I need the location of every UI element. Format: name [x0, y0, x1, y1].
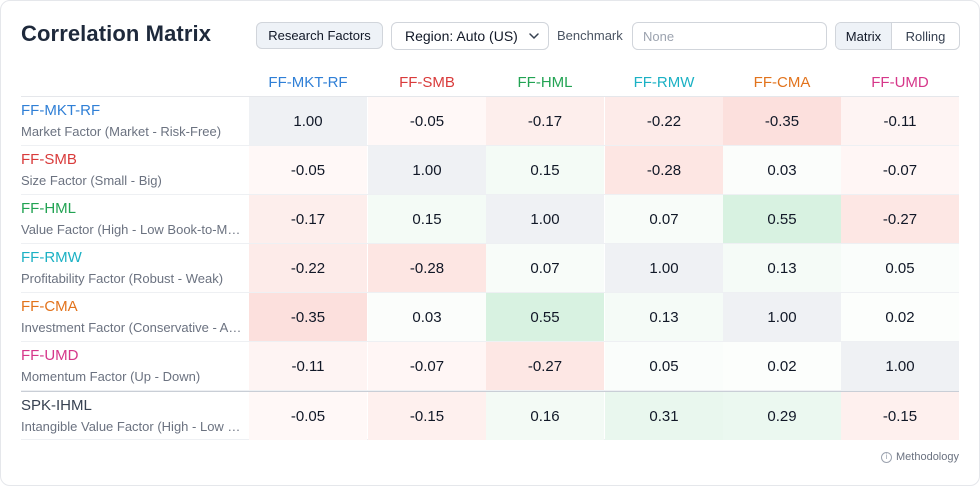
matrix-cell[interactable]: -0.05 — [368, 97, 486, 145]
matrix-cell[interactable]: 0.16 — [486, 392, 604, 440]
matrix-cell[interactable]: 0.05 — [605, 342, 723, 390]
matrix-cell[interactable]: 0.55 — [723, 195, 841, 243]
column-header-ff-mkt-rf: FF-MKT-RF — [268, 73, 348, 91]
matrix-cell[interactable]: -0.05 — [249, 392, 367, 440]
column-header-ff-cma: FF-CMA — [753, 73, 811, 91]
matrix-cell[interactable]: 0.07 — [486, 244, 604, 292]
matrix-cell[interactable]: 0.15 — [486, 146, 604, 194]
row-code: FF-RMW — [21, 249, 82, 266]
row-label: FF-MKT-RF Market Factor (Market - Risk-Fr… — [21, 102, 249, 140]
matrix-cell[interactable]: -0.05 — [249, 146, 367, 194]
row-description: Intangible Value Factor (High - Low Inta… — [21, 419, 243, 434]
row-label: FF-UMD Momentum Factor (Up - Down) — [21, 347, 249, 385]
matrix-rows: FF-MKT-RF Market Factor (Market - Risk-Fr… — [21, 97, 959, 440]
region-select[interactable]: Region: Auto (US) — [391, 22, 549, 50]
row-code: SPK-IHML — [21, 397, 92, 414]
table-row: FF-UMD Momentum Factor (Up - Down) -0.11 -0… — [21, 342, 959, 391]
matrix-cell[interactable]: -0.22 — [605, 97, 723, 145]
column-header-ff-rmw: FF-RMW — [633, 73, 695, 91]
methodology-link[interactable]: i Methodology — [881, 451, 959, 463]
benchmark-label: Benchmark — [557, 28, 623, 43]
rolling-view-button[interactable]: Rolling — [905, 28, 946, 44]
matrix-cell[interactable]: 1.00 — [368, 146, 486, 194]
matrix-cell[interactable]: 1.00 — [486, 195, 604, 243]
matrix-view-button[interactable]: Matrix — [836, 23, 892, 49]
matrix-cell[interactable]: 1.00 — [605, 244, 723, 292]
row-description: Momentum Factor (Up - Down) — [21, 369, 201, 384]
view-toggle: Matrix Rolling — [835, 22, 960, 50]
column-headers: FF-MKT-RF FF-SMB FF-HML FF-RMW FF-CMA FF-UMD — [249, 67, 959, 97]
row-description: Profitability Factor (Robust - Weak) — [21, 271, 224, 286]
row-description: Size Factor (Small - Big) — [21, 173, 162, 188]
row-code: FF-SMB — [21, 151, 77, 168]
methodology-label: Methodology — [896, 451, 959, 463]
header-bar: Correlation Matrix Research Factors Regi… — [21, 19, 960, 53]
matrix-cell[interactable]: -0.35 — [723, 97, 841, 145]
matrix-cell[interactable]: 0.02 — [841, 293, 959, 341]
row-code: FF-MKT-RF — [21, 102, 101, 119]
row-description: Investment Factor (Conservative - Aggres… — [21, 320, 243, 335]
row-label: FF-RMW Profitability Factor (Robust - Wea… — [21, 249, 249, 287]
row-label: FF-HML Value Factor (High - Low Book-to-M… — [21, 200, 249, 238]
table-row: FF-CMA Investment Factor (Conservative - … — [21, 293, 959, 342]
matrix-cell[interactable]: 0.03 — [368, 293, 486, 341]
column-header-ff-hml: FF-HML — [517, 73, 573, 91]
row-code: FF-HML — [21, 200, 76, 217]
research-factors-button[interactable]: Research Factors — [256, 22, 383, 49]
table-row: FF-RMW Profitability Factor (Robust - Wea… — [21, 244, 959, 293]
row-label: FF-SMB Size Factor (Small - Big) — [21, 151, 249, 189]
benchmark-input[interactable] — [632, 22, 827, 50]
matrix-cell[interactable]: 0.03 — [723, 146, 841, 194]
matrix-cell[interactable]: -0.17 — [486, 97, 604, 145]
row-label: FF-CMA Investment Factor (Conservative - … — [21, 298, 249, 336]
row-description: Value Factor (High - Low Book-to-Market) — [21, 222, 243, 237]
region-select-value: Region: Auto (US) — [405, 28, 518, 44]
matrix-cell[interactable]: -0.28 — [368, 244, 486, 292]
matrix-cell[interactable]: -0.11 — [841, 97, 959, 145]
column-header-ff-umd: FF-UMD — [871, 73, 929, 91]
matrix-cell[interactable]: -0.17 — [249, 195, 367, 243]
row-label: SPK-IHML Intangible Value Factor (High - … — [21, 397, 249, 435]
row-description: Market Factor (Market - Risk-Free) — [21, 124, 222, 139]
table-row: SPK-IHML Intangible Value Factor (High - … — [21, 391, 959, 440]
matrix-cell[interactable]: 1.00 — [249, 97, 367, 145]
matrix-cell[interactable]: -0.27 — [841, 195, 959, 243]
row-code: FF-UMD — [21, 347, 79, 364]
matrix-cell[interactable]: -0.35 — [249, 293, 367, 341]
table-row: FF-SMB Size Factor (Small - Big) -0.05 1.00… — [21, 146, 959, 195]
page-title: Correlation Matrix — [21, 21, 212, 46]
matrix-cell[interactable]: -0.27 — [486, 342, 604, 390]
matrix-cell[interactable]: 0.07 — [605, 195, 723, 243]
matrix-cell[interactable]: -0.07 — [841, 146, 959, 194]
matrix-cell[interactable]: 0.15 — [368, 195, 486, 243]
matrix-cell[interactable]: 0.02 — [723, 342, 841, 390]
table-row: FF-HML Value Factor (High - Low Book-to-M… — [21, 195, 959, 244]
matrix-cell[interactable]: 0.29 — [723, 392, 841, 440]
matrix-cell[interactable]: -0.11 — [249, 342, 367, 390]
row-code: FF-CMA — [21, 298, 78, 315]
matrix-cell[interactable]: 0.13 — [723, 244, 841, 292]
info-icon: i — [881, 451, 892, 463]
matrix-cell[interactable]: 0.31 — [605, 392, 723, 440]
column-header-ff-smb: FF-SMB — [399, 73, 455, 91]
matrix-cell[interactable]: -0.15 — [841, 392, 959, 440]
table-row: FF-MKT-RF Market Factor (Market - Risk-Fr… — [21, 97, 959, 146]
divider — [21, 96, 959, 97]
matrix-cell[interactable]: -0.28 — [605, 146, 723, 194]
matrix-cell[interactable]: -0.15 — [368, 392, 486, 440]
chevron-down-icon — [529, 33, 539, 40]
matrix-cell[interactable]: 0.05 — [841, 244, 959, 292]
matrix-cell[interactable]: 0.13 — [605, 293, 723, 341]
matrix-cell[interactable]: -0.07 — [368, 342, 486, 390]
matrix-cell[interactable]: -0.22 — [249, 244, 367, 292]
matrix-cell[interactable]: 1.00 — [841, 342, 959, 390]
matrix-cell[interactable]: 1.00 — [723, 293, 841, 341]
matrix-cell[interactable]: 0.55 — [486, 293, 604, 341]
